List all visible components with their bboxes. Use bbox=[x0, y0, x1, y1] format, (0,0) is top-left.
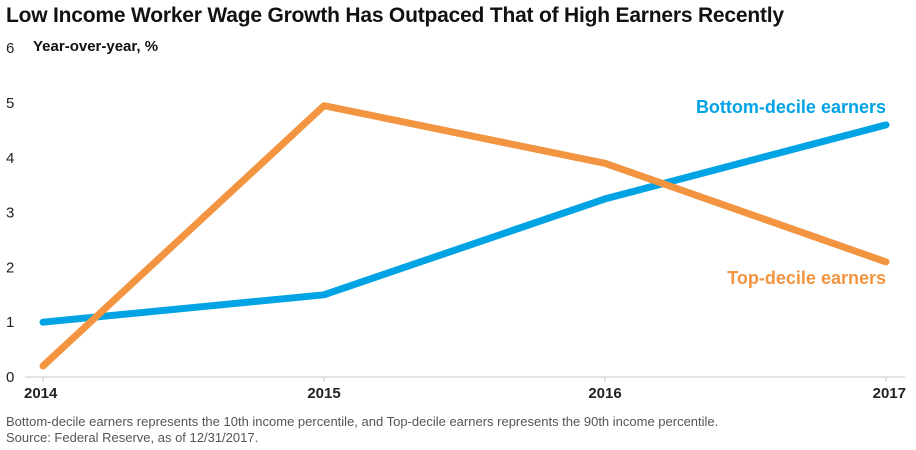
footnote-definition: Bottom-decile earners represents the 10t… bbox=[6, 414, 719, 429]
y-tick-label: 5 bbox=[6, 95, 14, 112]
footnote: Bottom-decile earners represents the 10t… bbox=[6, 414, 718, 446]
series-label-top-decile: Top-decile earners bbox=[727, 268, 886, 288]
y-tick-label: 6 bbox=[6, 40, 14, 57]
series-label-bottom-decile: Bottom-decile earners bbox=[696, 97, 886, 117]
y-tick-label: 4 bbox=[6, 150, 14, 167]
y-tick-label: 3 bbox=[6, 205, 14, 222]
y-tick-label: 0 bbox=[6, 369, 14, 386]
y-tick-label: 2 bbox=[6, 259, 14, 276]
y-axis-label: Year-over-year, % bbox=[33, 38, 159, 55]
x-tick-label: 2016 bbox=[588, 385, 621, 402]
footnote-source: Source: Federal Reserve, as of 12/31/201… bbox=[6, 430, 259, 445]
x-tick-label: 2014 bbox=[24, 385, 58, 402]
y-tick-label: 1 bbox=[6, 314, 14, 331]
series-line-top-decile-earners bbox=[39, 102, 890, 370]
series-line-bottom-decile-earners bbox=[39, 121, 890, 326]
chart-title: Low Income Worker Wage Growth Has Outpac… bbox=[6, 4, 784, 27]
x-tick-label: 2017 bbox=[873, 385, 906, 402]
x-tick-label: 2015 bbox=[307, 385, 340, 402]
